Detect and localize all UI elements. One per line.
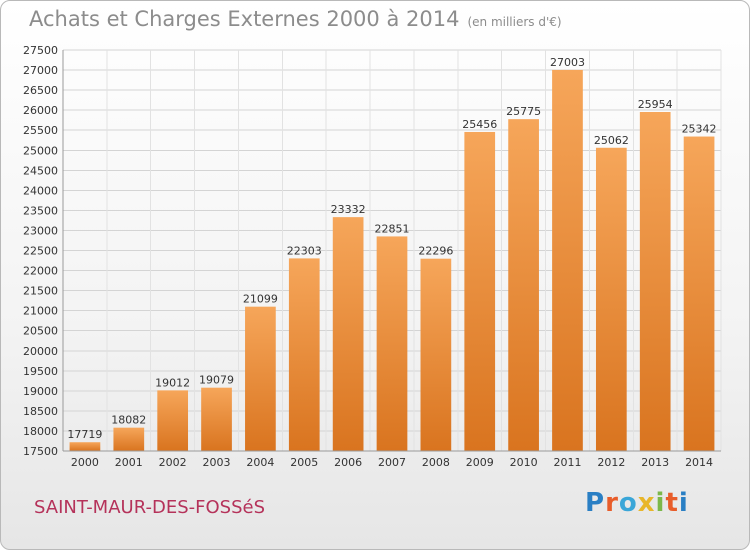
y-tick-label: 26000	[23, 104, 58, 117]
x-tick-label: 2012	[597, 456, 625, 469]
logo-letter: i	[678, 488, 689, 518]
x-tick-label: 2005	[290, 456, 318, 469]
y-tick-label: 20500	[23, 325, 58, 338]
bar[interactable]	[113, 427, 145, 451]
bar-value-label: 25062	[594, 134, 629, 147]
bar[interactable]	[201, 387, 232, 451]
y-tick-label: 22000	[23, 265, 58, 278]
bar[interactable]	[245, 306, 276, 451]
x-tick-label: 2006	[334, 456, 362, 469]
bar-value-label: 25342	[682, 123, 717, 136]
logo-letter: x	[637, 488, 656, 518]
bar-value-label: 27003	[550, 56, 585, 69]
y-tick-label: 26500	[23, 84, 58, 97]
y-tick-label: 23500	[23, 204, 58, 217]
bar[interactable]	[69, 442, 101, 451]
logo-letter: o	[618, 488, 638, 518]
bar[interactable]	[157, 390, 189, 451]
y-tick-label: 20000	[23, 345, 58, 358]
y-tick-label: 24500	[23, 164, 58, 177]
bar[interactable]	[420, 258, 452, 451]
bar-value-label: 25456	[462, 118, 497, 131]
y-tick-label: 23000	[23, 224, 58, 237]
logo-letter: r	[605, 488, 619, 518]
bar[interactable]	[552, 69, 583, 452]
x-tick-label: 2007	[378, 456, 406, 469]
y-tick-label: 17500	[23, 445, 58, 458]
logo-letter: P	[585, 488, 606, 518]
x-tick-label: 2011	[553, 456, 581, 469]
bar[interactable]	[464, 131, 496, 451]
bar[interactable]	[639, 111, 671, 451]
bar-value-label: 25775	[506, 105, 541, 118]
logo-letter: i	[655, 488, 666, 518]
x-tick-label: 2002	[159, 456, 187, 469]
y-tick-label: 25500	[23, 124, 58, 137]
bar[interactable]	[508, 119, 539, 452]
x-tick-label: 2001	[115, 456, 143, 469]
y-tick-label: 25000	[23, 144, 58, 157]
y-tick-label: 21500	[23, 285, 58, 298]
logo-letter: t	[665, 488, 679, 518]
y-tick-label: 19500	[23, 365, 58, 378]
bar-value-label: 25954	[638, 98, 673, 111]
y-tick-label: 18000	[23, 425, 58, 438]
bar-value-label: 18082	[111, 414, 146, 427]
x-tick-label: 2009	[466, 456, 494, 469]
bar-value-label: 21099	[243, 293, 278, 306]
bar-value-label: 22296	[418, 245, 453, 258]
bar[interactable]	[595, 147, 627, 451]
chart-title: Achats et Charges Externes 2000 à 2014	[29, 7, 460, 31]
y-tick-label: 22500	[23, 245, 58, 258]
bar-value-label: 17719	[67, 428, 102, 441]
y-tick-label: 19000	[23, 385, 58, 398]
y-tick-label: 24000	[23, 184, 58, 197]
y-tick-label: 27000	[23, 64, 58, 77]
bar-value-label: 22303	[287, 244, 322, 257]
x-tick-label: 2003	[203, 456, 231, 469]
axes: 17500 18000 18500 19000 19500 20000 20500 21000…	[23, 44, 721, 469]
bar-value-label: 19079	[199, 374, 234, 387]
bar-value-label: 23332	[331, 203, 366, 216]
bar-value-label: 22851	[375, 222, 410, 235]
x-tick-label: 2010	[510, 456, 538, 469]
chart-header: Achats et Charges Externes 2000 à 2014 (e…	[29, 7, 562, 31]
x-tick-label: 2014	[685, 456, 713, 469]
bar-value-label: 19012	[155, 376, 190, 389]
x-tick-label: 2008	[422, 456, 450, 469]
y-tick-label: 27500	[23, 44, 58, 57]
bar[interactable]	[683, 136, 715, 451]
city-name: SAINT-MAUR-DES-FOSSéS	[34, 497, 266, 518]
y-tick-label: 18500	[23, 405, 58, 418]
bar[interactable]	[288, 258, 320, 451]
x-tick-label: 2004	[246, 456, 274, 469]
bar[interactable]	[332, 217, 364, 451]
bar[interactable]	[376, 236, 408, 451]
y-tick-label: 21000	[23, 305, 58, 318]
chart-subtitle: (en milliers d'€)	[467, 15, 562, 29]
x-tick-label: 2013	[641, 456, 669, 469]
proxiti-logo[interactable]: Proxiti	[585, 488, 689, 518]
bars	[69, 69, 715, 452]
x-tick-label: 2000	[71, 456, 99, 469]
